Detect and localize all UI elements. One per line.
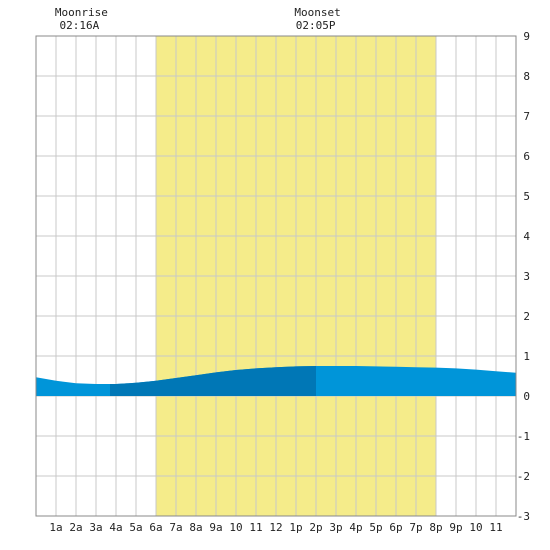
x-tick-label: 12	[269, 521, 282, 534]
y-tick-label: 3	[523, 270, 530, 283]
y-tick-label: 9	[523, 30, 530, 43]
x-tick-label: 1a	[49, 521, 62, 534]
x-tick-label: 7p	[409, 521, 422, 534]
annotation-time: 02:16A	[60, 19, 100, 32]
x-tick-label: 8a	[189, 521, 202, 534]
x-tick-label: 6a	[149, 521, 162, 534]
y-tick-label: 5	[523, 190, 530, 203]
x-tick-label: 8p	[429, 521, 442, 534]
y-axis-labels: 9 8 7 6 5 4 3 2 1 0 -1 -2 -3	[517, 30, 531, 523]
y-tick-label: 1	[523, 350, 530, 363]
tide-area-shaded	[110, 366, 316, 396]
x-tick-label: 10	[229, 521, 242, 534]
x-tick-label: 9p	[449, 521, 462, 534]
x-axis-labels: 1a 2a 3a 4a 5a 6a 7a 8a 9a 10 11 12 1p 2p 3p 4p 5p 6p 7p 8p…	[49, 521, 502, 534]
x-tick-label: 2a	[69, 521, 82, 534]
x-tick-label: 4p	[349, 521, 362, 534]
y-tick-label: 4	[523, 230, 530, 243]
y-tick-label: -2	[517, 470, 530, 483]
x-tick-label: 2p	[309, 521, 322, 534]
y-tick-label: 6	[523, 150, 530, 163]
y-tick-label: 8	[523, 70, 530, 83]
plot-border	[35, 35, 517, 517]
annotation-label: Moonset	[294, 6, 340, 19]
x-tick-label: 11	[489, 521, 502, 534]
y-tick-label: 2	[523, 310, 530, 323]
x-tick-label: 11	[249, 521, 262, 534]
y-tick-label: 7	[523, 110, 530, 123]
x-tick-label: 9a	[209, 521, 222, 534]
x-tick-label: 5a	[129, 521, 142, 534]
x-tick-label: 6p	[389, 521, 402, 534]
annotation-time: 02:05P	[296, 19, 336, 32]
y-tick-label: -1	[517, 430, 530, 443]
x-tick-label: 3a	[89, 521, 102, 534]
y-tick-label: 0	[523, 390, 530, 403]
annotation-label: Moonrise	[55, 6, 108, 19]
x-tick-label: 5p	[369, 521, 382, 534]
x-tick-label: 1p	[289, 521, 302, 534]
x-tick-label: 10	[469, 521, 482, 534]
x-tick-label: 7a	[169, 521, 182, 534]
x-tick-label: 4a	[109, 521, 122, 534]
y-tick-label: -3	[517, 510, 530, 523]
x-tick-label: 3p	[329, 521, 342, 534]
